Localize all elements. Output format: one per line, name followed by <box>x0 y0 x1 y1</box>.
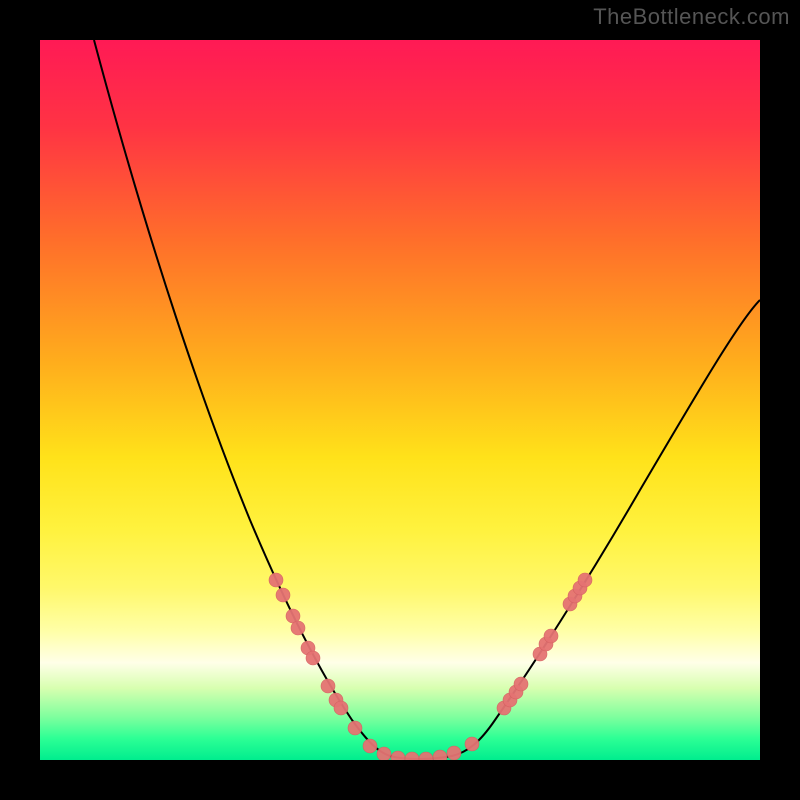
marker-right-3 <box>514 677 528 691</box>
marker-left-9 <box>348 721 362 735</box>
marker-left-6 <box>321 679 335 693</box>
marker-right-10 <box>578 573 592 587</box>
marker-right-6 <box>544 629 558 643</box>
marker-left-1 <box>276 588 290 602</box>
marker-left-5 <box>306 651 320 665</box>
marker-bottom-7 <box>465 737 479 751</box>
marker-left-8 <box>334 701 348 715</box>
marker-bottom-1 <box>377 747 391 760</box>
marker-bottom-0 <box>363 739 377 753</box>
marker-bottom-6 <box>447 746 461 760</box>
gradient-background <box>40 40 760 760</box>
plot-area <box>40 40 760 760</box>
plot-svg <box>40 40 760 760</box>
marker-left-0 <box>269 573 283 587</box>
chart-canvas: TheBottleneck.com <box>0 0 800 800</box>
watermark-text: TheBottleneck.com <box>593 4 790 30</box>
marker-left-3 <box>291 621 305 635</box>
